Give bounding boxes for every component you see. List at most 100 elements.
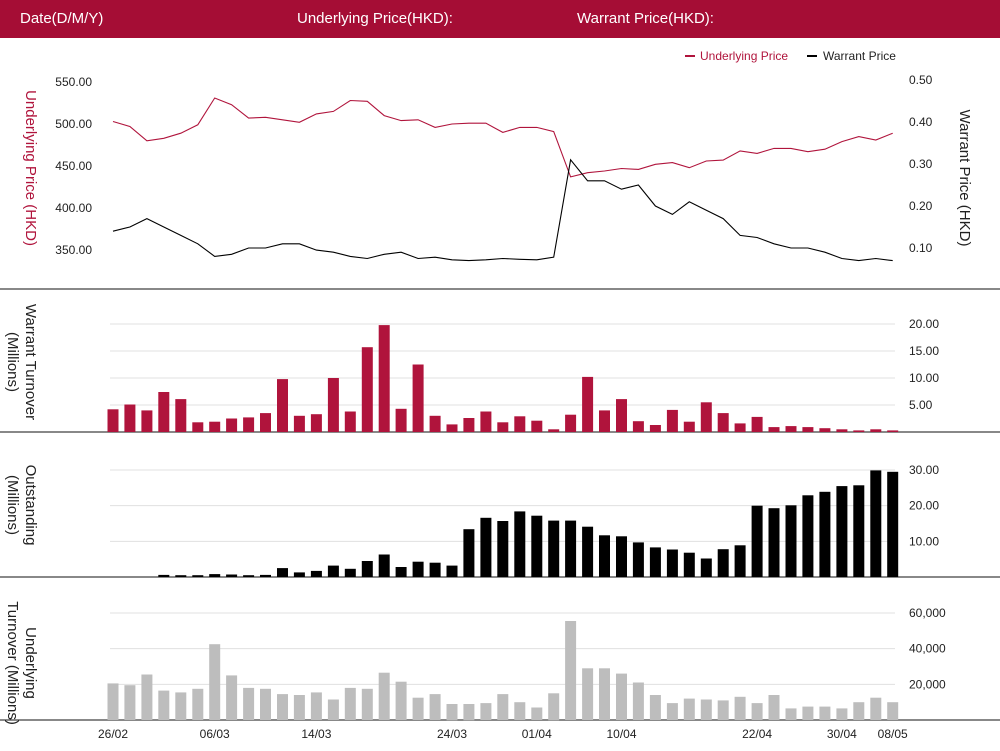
underlying-turnover-bar <box>802 706 814 720</box>
warrant-turnover-bar <box>565 414 577 432</box>
outstanding-bar <box>327 565 339 577</box>
warrant-turnover-bar <box>378 325 390 432</box>
underlying-turnover-bar <box>226 675 238 720</box>
outstanding-bar <box>463 529 475 577</box>
header-bar: Date(D/M/Y) Underlying Price(HKD): Warra… <box>0 0 1000 38</box>
warrant-turnover-bar <box>599 410 610 432</box>
warrant-turnover-bar <box>514 416 526 432</box>
warrant-turnover-bar <box>327 378 339 432</box>
outstanding-bar <box>751 505 763 577</box>
warrant-turnover-bar <box>344 411 356 432</box>
underlying-turnover-bar <box>192 688 204 720</box>
warrant-turnover-bar <box>582 376 594 432</box>
underlying-axis-title: Underlying Price (HKD) <box>22 90 39 246</box>
underlying-ytick-label: 500.00 <box>55 117 92 131</box>
warrant-turnover-bar <box>429 415 441 432</box>
outstanding-bar <box>277 568 288 577</box>
x-tick-label: 08/05 <box>878 727 908 741</box>
warrant-turnover-bar <box>683 421 695 432</box>
underlying-turnover-bar <box>836 708 848 720</box>
underlying-turnover-bar <box>260 688 271 720</box>
x-tick-label: 01/04 <box>522 727 552 741</box>
underlying-turnover-bar <box>412 697 424 720</box>
warrant-turnover-bar <box>361 347 373 432</box>
warrant-price-axis-title: Warrant Price (HKD) <box>956 110 973 247</box>
warrant-turnover-bar <box>836 429 848 432</box>
x-tick-label: 24/03 <box>437 727 467 741</box>
warrant-price-ytick-label: 0.50 <box>909 73 933 87</box>
underlying-turnover-bar <box>378 672 390 720</box>
warrant-turnover-bar <box>819 428 831 432</box>
underlying-turnover-bar <box>666 703 678 720</box>
warrant-price-line <box>112 158 893 262</box>
underlying-turnover-bar <box>649 695 661 720</box>
outstanding-bar <box>649 547 661 577</box>
warrant-turnover-bar <box>768 427 780 432</box>
warrant-turnover-bar <box>446 424 458 432</box>
underlying-turnover-bar <box>734 696 746 720</box>
outstanding-bar <box>531 515 543 577</box>
underlying-ytick-label: 400.00 <box>55 201 92 215</box>
underlying-turnover-ytick-label: 60,000 <box>909 606 946 620</box>
warrant-turnover-bar <box>158 392 170 432</box>
warrant-price-ytick-label: 0.10 <box>909 241 933 255</box>
warrant-turnover-bar <box>853 430 865 432</box>
underlying-turnover-bar <box>887 702 899 720</box>
warrant-turnover-bar <box>175 399 187 432</box>
underlying-turnover-bar <box>785 708 797 720</box>
underlying-turnover-bar <box>717 700 729 720</box>
underlying-turnover-bar <box>870 697 882 720</box>
warrant-turnover-bar <box>277 379 288 432</box>
underlying-turnover-bar <box>327 699 339 720</box>
legend-underlying-label: Underlying Price <box>700 49 788 63</box>
outstanding-bar <box>260 574 271 577</box>
warrant-turnover-bar <box>802 427 814 432</box>
warrant-turnover-bar <box>870 429 882 432</box>
underlying-turnover-bar <box>599 668 610 720</box>
warrant-turnover-bar <box>785 426 797 432</box>
underlying-turnover-ytick-label: 20,000 <box>909 677 946 691</box>
underlying-turnover-bar <box>632 682 644 720</box>
warrant-turnover-bar <box>310 414 322 432</box>
outstanding-bar <box>344 568 356 577</box>
warrant-turnover-axis-title: (Millions) <box>4 332 21 392</box>
outstanding-bar <box>717 549 729 577</box>
warrant-turnover-bar <box>209 421 221 432</box>
outstanding-bar <box>243 575 255 577</box>
warrant-turnover-bar <box>243 417 255 432</box>
warrant-price-ytick-label: 0.20 <box>909 199 933 213</box>
x-tick-label: 30/04 <box>827 727 857 741</box>
outstanding-bar <box>412 561 424 577</box>
outstanding-bar <box>683 552 695 577</box>
x-tick-label: 26/02 <box>98 727 128 741</box>
warrant-turnover-bar <box>751 416 763 432</box>
underlying-turnover-bar <box>700 699 712 720</box>
legend-warrant-label: Warrant Price <box>823 49 896 63</box>
outstanding-bar <box>565 520 577 577</box>
underlying-turnover-bar <box>819 706 831 720</box>
underlying-turnover-bar <box>209 644 221 720</box>
outstanding-bar <box>666 549 678 577</box>
warrant-turnover-bar <box>531 420 543 432</box>
underlying-turnover-bar <box>531 707 543 720</box>
underlying-turnover-axis-title: Underlying <box>22 627 39 699</box>
warrant-price-ytick-label: 0.30 <box>909 157 933 171</box>
outstanding-axis-title: (Millions) <box>4 475 21 535</box>
outstanding-bar <box>310 570 322 577</box>
underlying-turnover-bar <box>158 690 170 720</box>
warrant-turnover-bar <box>463 418 475 432</box>
underlying-turnover-bar <box>293 695 305 720</box>
underlying-turnover-bar <box>243 687 255 720</box>
warrant-turnover-bar <box>700 402 712 432</box>
outstanding-ytick-label: 10.00 <box>909 534 939 548</box>
underlying-turnover-bar <box>463 704 475 721</box>
date-label: Date(D/M/Y) <box>20 10 104 27</box>
warrant-turnover-bar <box>497 422 509 432</box>
warrant-turnover-bar <box>548 429 560 432</box>
underlying-price-label: Underlying Price(HKD): <box>297 10 453 27</box>
underlying-turnover-bar <box>141 674 153 720</box>
outstanding-ytick-label: 30.00 <box>909 463 939 477</box>
outstanding-bar <box>497 521 509 577</box>
outstanding-bar <box>582 526 594 577</box>
outstanding-bar <box>870 470 882 577</box>
